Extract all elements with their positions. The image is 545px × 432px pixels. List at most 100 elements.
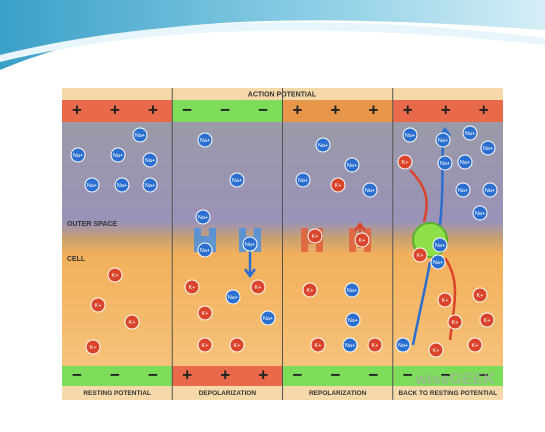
sign-bar [62, 366, 173, 386]
ion-label: Na+ [200, 248, 210, 254]
ion-label: K+ [335, 183, 342, 189]
ion [195, 209, 211, 225]
ion [432, 237, 448, 253]
swoosh-highlight [0, 22, 545, 63]
charge-sign: + [148, 100, 158, 119]
ion-label: Na+ [145, 158, 155, 164]
charge-sign: − [72, 365, 82, 384]
ion [344, 157, 360, 173]
charge-sign: − [182, 100, 192, 119]
ion [315, 137, 331, 153]
ion-label: Na+ [318, 143, 328, 149]
ion-label: Na+ [117, 183, 127, 189]
ion-label: K+ [359, 238, 366, 244]
charge-sign: − [441, 365, 451, 384]
swoosh [0, 0, 545, 70]
arrow [409, 169, 428, 223]
ion [412, 247, 428, 263]
charge-sign: − [331, 365, 341, 384]
ion [455, 182, 471, 198]
charge-sign: − [148, 365, 158, 384]
ion-label: K+ [472, 343, 479, 349]
ion-label: Na+ [438, 138, 448, 144]
ion-label: Na+ [73, 153, 83, 159]
charge-sign: − [258, 100, 268, 119]
ion [367, 337, 383, 353]
ion [447, 314, 463, 330]
ion-label: Na+ [365, 188, 375, 194]
ion-label: K+ [417, 253, 424, 259]
ion [342, 337, 358, 353]
ion-label: Na+ [435, 243, 445, 249]
ion [479, 312, 495, 328]
ion [229, 337, 245, 353]
ion [467, 337, 483, 353]
ion [330, 177, 346, 193]
ion-label: Na+ [465, 131, 475, 137]
ion-label: K+ [477, 293, 484, 299]
charge-sign: + [331, 100, 341, 119]
ion [197, 305, 213, 321]
ion [395, 337, 411, 353]
ion-label: Na+ [113, 153, 123, 159]
region-label: CELL [67, 256, 86, 263]
ion [107, 267, 123, 283]
charge-sign: + [369, 100, 379, 119]
ion-label: K+ [189, 285, 196, 291]
ion [197, 337, 213, 353]
ion [402, 127, 418, 143]
ion [310, 337, 326, 353]
ion-label: Na+ [458, 188, 468, 194]
ion-label: K+ [255, 285, 262, 291]
charge-sign: − [220, 100, 230, 119]
ion [480, 140, 496, 156]
sign-bar [282, 100, 393, 122]
ion-label: K+ [372, 343, 379, 349]
stage-label: REPOLARIZATION [309, 390, 367, 397]
charge-sign: − [293, 365, 303, 384]
charge-sign: − [479, 365, 489, 384]
ion-label: K+ [129, 320, 136, 326]
ion-label: K+ [90, 345, 97, 351]
ion-label: K+ [95, 303, 102, 309]
ion-label: K+ [202, 343, 209, 349]
charge-sign: − [369, 365, 379, 384]
ion [437, 155, 453, 171]
ion [295, 172, 311, 188]
ion [142, 152, 158, 168]
arrow [411, 261, 432, 346]
charge-sign: + [403, 100, 413, 119]
ion [225, 289, 241, 305]
charge-sign: + [258, 365, 268, 384]
ion [250, 279, 266, 295]
ion-label: Na+ [348, 318, 358, 324]
ion-label: Na+ [440, 161, 450, 167]
ion [307, 228, 323, 244]
ion [435, 132, 451, 148]
ion-label: K+ [442, 298, 449, 304]
ion-label: Na+ [298, 178, 308, 184]
ion-label: Na+ [405, 133, 415, 139]
charge-sign: + [441, 100, 451, 119]
ion [354, 232, 370, 248]
ion [242, 236, 258, 252]
charge-sign: + [110, 100, 120, 119]
ion-label: Na+ [347, 288, 357, 294]
sign-bar [392, 366, 503, 386]
ion-label: Na+ [87, 183, 97, 189]
ion-label: Na+ [483, 146, 493, 152]
ion [260, 310, 276, 326]
ion [197, 242, 213, 258]
ion [90, 297, 106, 313]
ion-label: Na+ [198, 215, 208, 221]
region-label: OUTER SPACE [67, 221, 117, 228]
ion [462, 125, 478, 141]
ion [482, 182, 498, 198]
ion-label: Na+ [475, 211, 485, 217]
ion [142, 177, 158, 193]
stage-label: BACK TO RESTING POTENTIAL [398, 390, 497, 397]
ion-label: K+ [234, 343, 241, 349]
ion-label: K+ [402, 160, 409, 166]
ion [85, 339, 101, 355]
ion-label: K+ [202, 311, 209, 317]
